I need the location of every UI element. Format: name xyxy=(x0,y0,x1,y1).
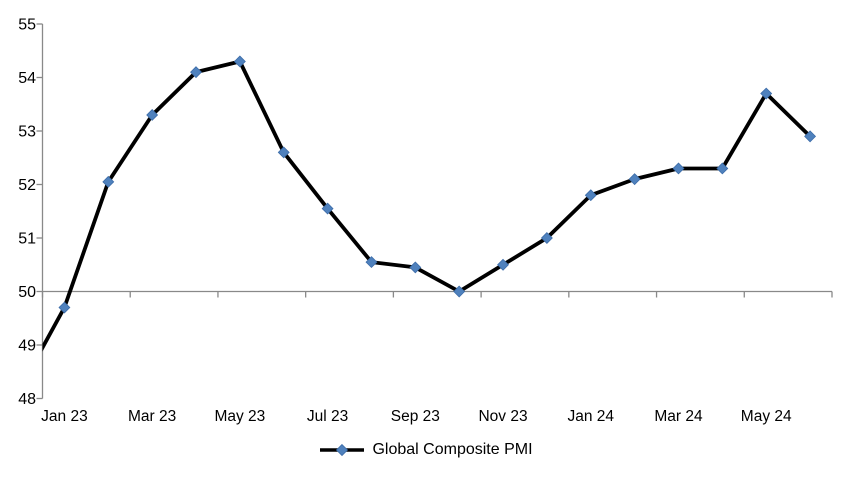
pmi-marker xyxy=(497,258,510,271)
x-tick-label: May 23 xyxy=(214,408,265,425)
pmi-marker xyxy=(628,173,641,186)
pmi-marker xyxy=(233,55,246,68)
pmi-marker xyxy=(190,66,202,79)
x-tick-label: Nov 23 xyxy=(478,408,527,425)
x-tick-label: May 24 xyxy=(741,408,792,425)
x-tick-label: Jul 23 xyxy=(307,408,348,425)
y-tick-label: 52 xyxy=(18,177,36,194)
pmi-marker xyxy=(102,175,115,188)
pmi-marker xyxy=(58,301,71,314)
y-tick-label: 50 xyxy=(18,284,36,301)
pmi-marker xyxy=(146,108,159,121)
pmi-marker xyxy=(716,162,729,175)
pmi-marker xyxy=(584,189,597,202)
y-tick-label: 49 xyxy=(18,338,36,355)
pmi-marker xyxy=(409,261,422,274)
y-tick-label: 54 xyxy=(18,70,36,87)
pmi-marker xyxy=(804,130,817,143)
pmi-marker xyxy=(453,285,466,298)
legend-label: Global Composite PMI xyxy=(372,441,533,458)
y-tick-label: 48 xyxy=(18,391,36,408)
pmi-marker xyxy=(365,256,378,269)
x-tick-label: Jan 24 xyxy=(567,408,614,425)
pmi-marker xyxy=(277,146,290,159)
y-tick-label: 53 xyxy=(18,124,36,141)
chart-legend: Global Composite PMI xyxy=(0,439,852,461)
pmi-line xyxy=(42,59,812,352)
y-tick-label: 55 xyxy=(18,17,36,34)
series-global-composite-pmi xyxy=(42,55,817,352)
pmi-marker xyxy=(672,162,685,175)
x-tick-label: Sep 23 xyxy=(391,408,440,425)
x-tick-label: Jan 23 xyxy=(41,408,88,425)
x-tick-label: Mar 24 xyxy=(654,408,703,425)
pmi-chart-plot: 48 49 50 51 52 53 54 55 Jan 23 Mar 23 May 23 Jul 23… xyxy=(18,17,833,425)
pmi-marker xyxy=(760,87,773,100)
y-tick-label: 51 xyxy=(18,231,36,248)
pmi-marker xyxy=(321,202,334,215)
x-tick-label: Mar 23 xyxy=(128,408,176,425)
pmi-marker xyxy=(540,232,553,244)
legend-line-diamond-icon xyxy=(320,443,365,457)
